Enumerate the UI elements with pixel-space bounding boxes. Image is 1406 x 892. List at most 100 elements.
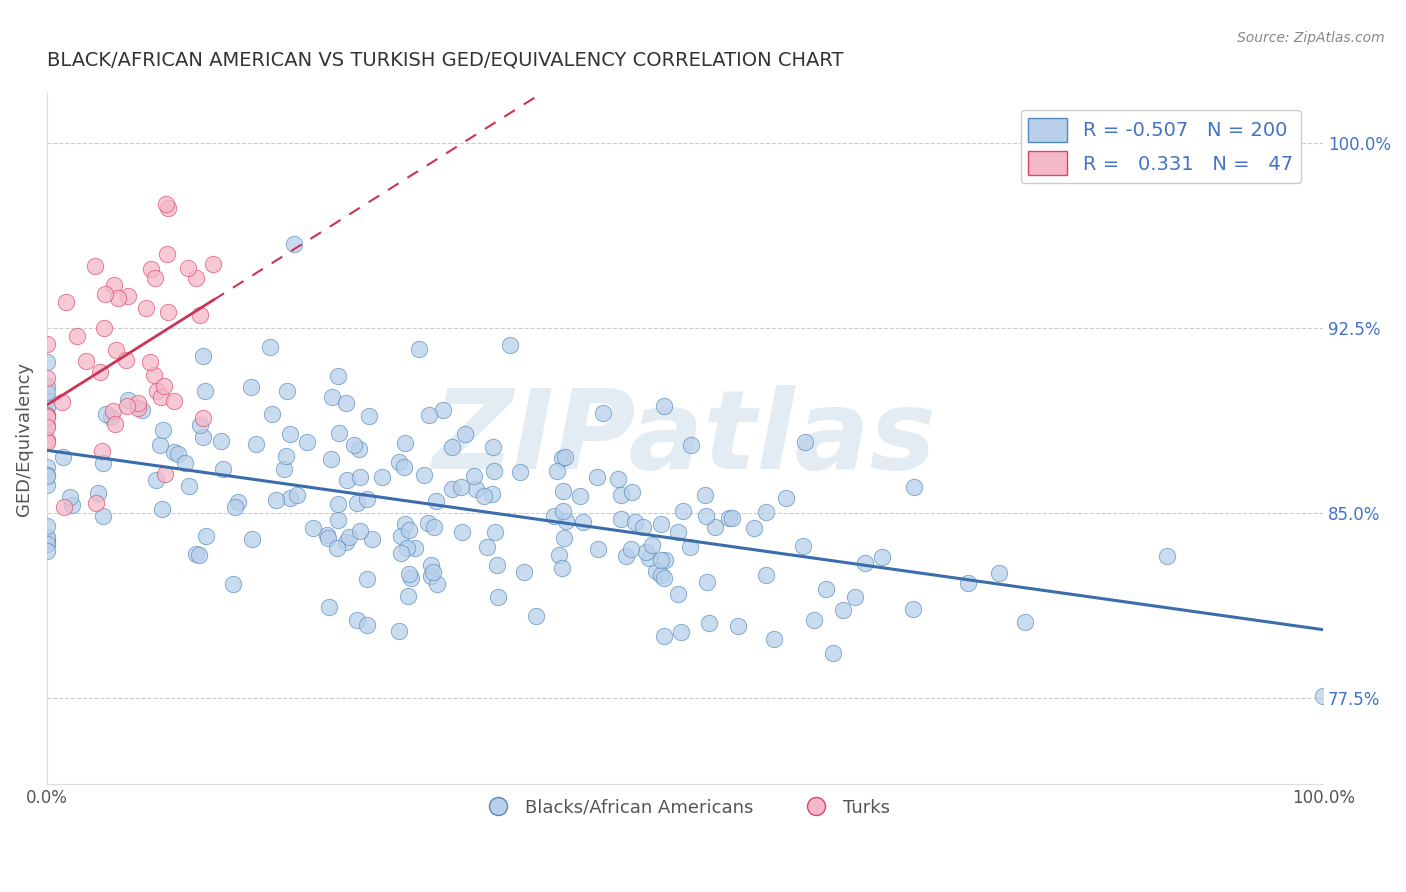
Point bbox=[278, 491, 301, 505]
Point bbox=[526, 608, 548, 623]
Point bbox=[103, 277, 125, 292]
Point bbox=[586, 542, 609, 557]
Point bbox=[174, 456, 197, 470]
Point bbox=[620, 541, 643, 556]
Point bbox=[551, 504, 574, 518]
Point bbox=[823, 646, 845, 660]
Point bbox=[844, 590, 866, 604]
Point bbox=[35, 371, 58, 385]
Point bbox=[127, 401, 149, 416]
Point bbox=[96, 407, 118, 421]
Point bbox=[163, 394, 186, 409]
Point bbox=[157, 305, 180, 319]
Point bbox=[94, 287, 117, 301]
Point bbox=[432, 403, 454, 417]
Point bbox=[389, 529, 412, 543]
Point bbox=[650, 568, 672, 582]
Point bbox=[93, 321, 115, 335]
Point bbox=[509, 465, 531, 479]
Point bbox=[188, 308, 211, 322]
Point bbox=[35, 467, 58, 482]
Point bbox=[107, 292, 129, 306]
Point bbox=[555, 514, 578, 528]
Point bbox=[404, 541, 426, 555]
Point bbox=[35, 400, 58, 414]
Point bbox=[347, 442, 370, 456]
Point bbox=[66, 329, 89, 343]
Point bbox=[720, 511, 742, 525]
Point bbox=[100, 409, 122, 424]
Point bbox=[90, 443, 112, 458]
Point bbox=[388, 455, 411, 469]
Point bbox=[465, 482, 488, 496]
Point bbox=[550, 451, 572, 466]
Point bbox=[654, 552, 676, 566]
Point bbox=[186, 271, 208, 285]
Point bbox=[150, 501, 173, 516]
Point bbox=[481, 487, 503, 501]
Point bbox=[187, 548, 209, 562]
Point bbox=[652, 571, 675, 585]
Point bbox=[86, 486, 108, 500]
Point bbox=[226, 495, 249, 509]
Point bbox=[321, 390, 343, 404]
Point bbox=[592, 406, 614, 420]
Point bbox=[699, 616, 721, 631]
Point bbox=[681, 437, 703, 451]
Point bbox=[143, 271, 166, 285]
Point bbox=[793, 434, 815, 449]
Point bbox=[146, 384, 169, 398]
Text: BLACK/AFRICAN AMERICAN VS TURKISH GED/EQUIVALENCY CORRELATION CHART: BLACK/AFRICAN AMERICAN VS TURKISH GED/EQ… bbox=[46, 51, 844, 70]
Point bbox=[155, 467, 177, 482]
Point bbox=[285, 488, 308, 502]
Point bbox=[422, 566, 444, 580]
Point bbox=[51, 395, 73, 409]
Point bbox=[211, 462, 233, 476]
Point bbox=[156, 201, 179, 215]
Point bbox=[441, 483, 464, 497]
Point bbox=[55, 295, 77, 310]
Point bbox=[89, 365, 111, 379]
Point bbox=[315, 528, 337, 542]
Point bbox=[35, 433, 58, 447]
Point bbox=[853, 556, 876, 570]
Point bbox=[416, 516, 439, 530]
Point bbox=[423, 520, 446, 534]
Point bbox=[131, 402, 153, 417]
Point bbox=[336, 473, 359, 487]
Point bbox=[142, 368, 165, 382]
Point bbox=[450, 524, 472, 539]
Point bbox=[870, 550, 893, 565]
Point bbox=[718, 511, 741, 525]
Point bbox=[191, 430, 214, 444]
Point bbox=[35, 384, 58, 399]
Point bbox=[425, 494, 447, 508]
Point bbox=[553, 531, 575, 545]
Point bbox=[644, 564, 666, 578]
Point bbox=[957, 575, 980, 590]
Point bbox=[624, 515, 647, 529]
Point bbox=[650, 553, 672, 567]
Point bbox=[356, 572, 378, 586]
Point bbox=[792, 539, 814, 553]
Point bbox=[408, 343, 430, 357]
Point bbox=[222, 577, 245, 591]
Point bbox=[283, 236, 305, 251]
Point bbox=[224, 500, 246, 515]
Point bbox=[35, 409, 58, 424]
Point bbox=[35, 519, 58, 533]
Point bbox=[326, 541, 349, 556]
Point bbox=[152, 379, 174, 393]
Point bbox=[35, 379, 58, 393]
Point bbox=[551, 484, 574, 499]
Point bbox=[1156, 549, 1178, 563]
Point bbox=[361, 532, 384, 546]
Point bbox=[987, 566, 1010, 581]
Point bbox=[346, 496, 368, 510]
Point bbox=[59, 490, 82, 504]
Point bbox=[262, 407, 284, 421]
Point bbox=[636, 545, 658, 559]
Point bbox=[547, 548, 569, 562]
Point bbox=[356, 617, 378, 632]
Point bbox=[672, 504, 695, 518]
